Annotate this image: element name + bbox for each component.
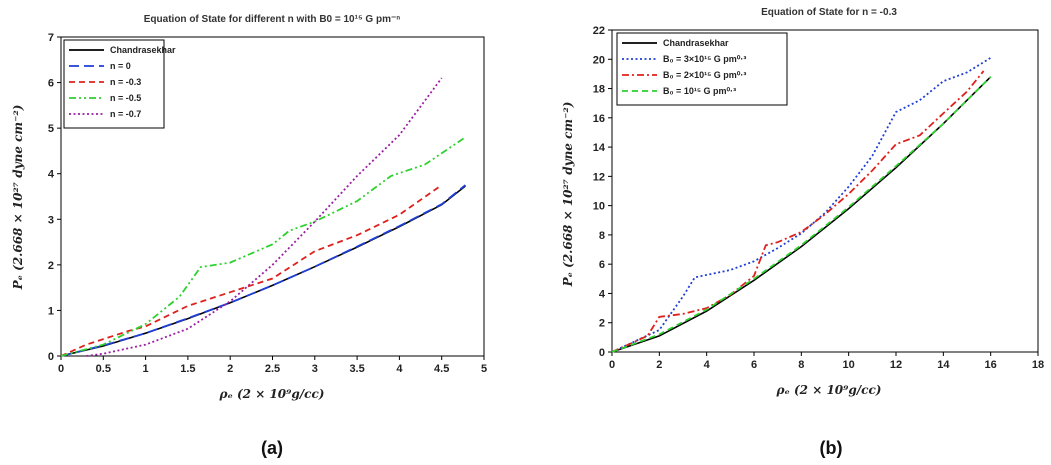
chart-b-legend-label: Chandrasekhar [663, 38, 729, 48]
chart-b-legend-label: B₀ = 3×10¹⁵ G pm⁰·³ [663, 54, 746, 64]
chart-b-x-tick-label: 16 [985, 359, 997, 371]
chart-b-series-line-3 [611, 70, 985, 353]
chart-b-x-tick-label: 2 [656, 359, 662, 371]
chart-a-y-tick-label: 3 [48, 214, 54, 226]
chart-a-legend-label: n = -0.3 [110, 77, 141, 87]
chart-b-y-tick-label: 10 [593, 201, 605, 213]
chart-a-x-tick-label: 1 [143, 363, 149, 375]
chart-a-y-tick-label: 7 [48, 32, 54, 44]
chart-b-y-tick-label: 2 [599, 318, 605, 330]
chart-b-legend-label: B₀ = 10¹⁵ G pm⁰·³ [663, 86, 736, 96]
chart-b-y-tick-label: 12 [593, 171, 605, 183]
chart-b-x-tick-label: 12 [890, 359, 902, 371]
chart-a-series-line-3 [60, 184, 443, 357]
chart-b-x-tick-label: 18 [1032, 359, 1044, 371]
chart-a-legend-label: n = 0 [110, 61, 131, 71]
chart-b-x-tick-label: 10 [843, 359, 855, 371]
chart-a: Equation of State for different n with B… [11, 14, 487, 401]
chart-a-legend-label: n = -0.5 [110, 93, 141, 103]
chart-a-x-tick-label: 3.5 [349, 363, 364, 375]
chart-b-plot: 0 2 4 6 8 10 12 14 16 18 0 2 4 6 8 10 12 14 16 18 20 22 Chandr… [593, 25, 1044, 371]
chart-a-x-tick-label: 2 [227, 363, 233, 375]
chart-b-x-tick-label: 8 [798, 359, 804, 371]
chart-b-y-tick-label: 16 [593, 113, 605, 125]
chart-b: Equation of State for n = -0.3 ρₑ (2 × 1… [561, 7, 1044, 397]
chart-a-y-tick-label: 6 [48, 78, 54, 90]
chart-b-y-tick-label: 8 [599, 230, 605, 242]
chart-b-x-tick-label: 6 [751, 359, 757, 371]
chart-a-x-tick-label: 3 [312, 363, 318, 375]
chart-a-title: Equation of State for different n with B… [144, 14, 400, 25]
chart-b-x-tick-label: 4 [704, 359, 711, 371]
chart-a-x-tick-label: 2.5 [265, 363, 280, 375]
chart-b-y-tick-label: 18 [593, 84, 605, 96]
chart-b-plot-frame [611, 29, 1039, 353]
chart-a-legend-label: Chandrasekhar [110, 45, 176, 55]
chart-a-y-tick-label: 1 [48, 305, 54, 317]
chart-b-y-tick-label: 4 [599, 288, 606, 300]
chart-a-x-tick-label: 4.5 [434, 363, 449, 375]
chart-b-legend-box [616, 32, 788, 106]
panel-label-b: (b) [820, 438, 843, 458]
chart-a-y-tick-label: 0 [48, 351, 54, 363]
chart-a-y-tick-label: 4 [48, 169, 55, 181]
chart-a-y-tick-label: 5 [48, 123, 54, 135]
panel-label-a: (a) [261, 438, 283, 458]
chart-b-legend-label: B₀ = 2×10¹⁵ G pm⁰·³ [663, 70, 746, 80]
chart-b-y-tick-label: 14 [593, 142, 606, 154]
chart-b-y-tick-label: 0 [599, 347, 605, 359]
chart-a-xlabel: ρₑ (2 × 10⁹g/cc) [219, 387, 325, 401]
chart-a-x-tick-label: 5 [481, 363, 487, 375]
chart-a-x-tick-label: 4 [396, 363, 403, 375]
chart-a-legend-label: n = -0.7 [110, 109, 141, 119]
chart-a-x-tick-label: 0 [58, 363, 64, 375]
chart-a-series-line-2 [60, 184, 466, 357]
chart-b-y-tick-label: 22 [593, 25, 605, 37]
chart-b-series-line-1 [611, 76, 992, 353]
chart-a-x-tick-label: 0.5 [96, 363, 111, 375]
chart-b-x-tick-label: 0 [609, 359, 615, 371]
chart-a-y-tick-label: 2 [48, 260, 54, 272]
chart-a-series-line-4 [60, 136, 466, 357]
chart-a-legend: Chandrasekhar n = 0 n = -0.3 n = -0.5 n = -0… [63, 39, 176, 129]
chart-a-legend-box [63, 39, 165, 129]
chart-a-x-tick-label: 1.5 [180, 363, 195, 375]
chart-a-ylabel: Pₑ (2.668 × 10²⁷ dyne cm⁻²) [11, 105, 25, 291]
chart-b-series-line-2 [611, 57, 992, 353]
chart-b-x-tick-label: 14 [937, 359, 950, 371]
chart-b-series-line-4 [611, 76, 992, 353]
chart-b-ylabel: Pₑ (2.668 × 10²⁷ dyne cm⁻²) [561, 102, 575, 288]
chart-a-plot: 0 0.5 1 1.5 2 2.5 3 3.5 4 4.5 5 0 1 2 3 4 5 6 7 Chandrasekh… [48, 32, 487, 375]
chart-b-y-tick-label: 6 [599, 259, 605, 271]
chart-b-y-tick-label: 20 [593, 54, 605, 66]
chart-b-legend: Chandrasekhar B₀ = 3×10¹⁵ G pm⁰·³ B₀ = 2×1… [616, 32, 788, 106]
chart-b-title: Equation of State for n = -0.3 [761, 7, 897, 18]
chart-b-xlabel: ρₑ (2 × 10⁹g/cc) [776, 383, 882, 397]
